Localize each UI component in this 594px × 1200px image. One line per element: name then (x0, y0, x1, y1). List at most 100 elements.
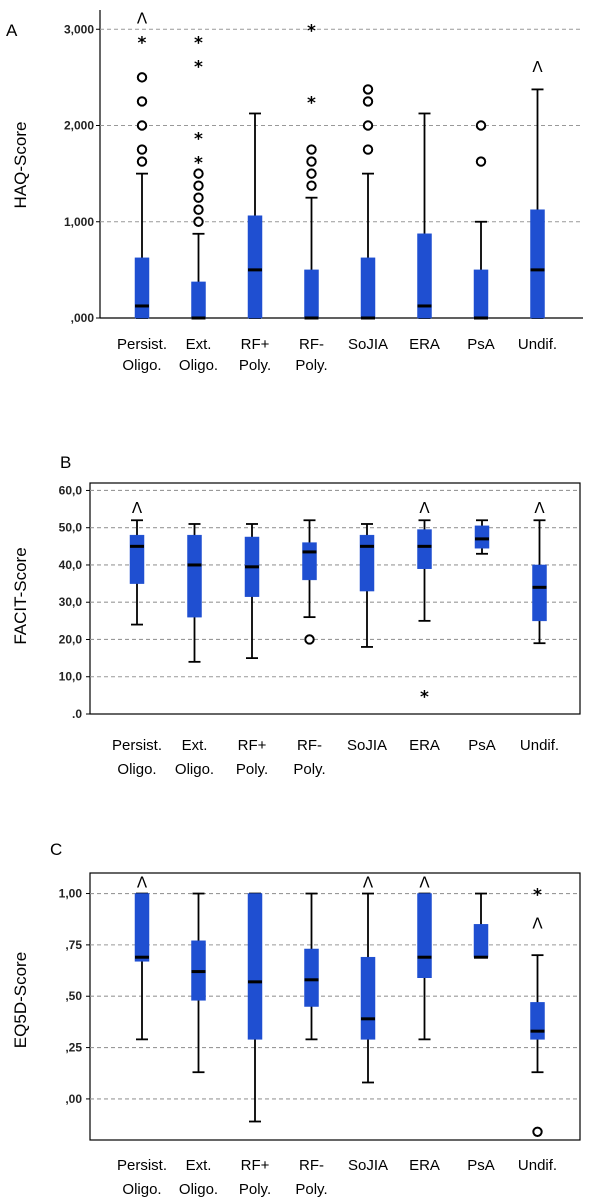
x-category-label: Poly. (293, 761, 325, 778)
extreme-point: * (194, 130, 203, 150)
y-tick-label: 60,0 (59, 483, 83, 497)
x-category-label: Oligo. (175, 761, 214, 778)
box-group (473, 120, 489, 320)
y-tick-label: ,25 (65, 1041, 82, 1055)
x-category-label: RF- (297, 737, 322, 754)
x-category-label: Oligo. (122, 357, 161, 374)
outlier-point (136, 96, 148, 107)
outlier-point (362, 96, 374, 107)
x-category-label: Poly. (239, 1181, 271, 1198)
box-group: *Λ (417, 499, 432, 707)
box-group: *Λ (530, 886, 545, 1137)
x-category-label: RF- (299, 336, 324, 353)
box-iqr (360, 956, 376, 1040)
x-category-label: Undif. (520, 737, 559, 754)
box-group (417, 112, 432, 319)
caret-marker: Λ (137, 873, 148, 891)
outlier-point (193, 180, 204, 191)
x-category-label: Ext. (186, 336, 212, 353)
y-tick-label: .0 (72, 707, 82, 721)
x-category-label: ERA (409, 737, 440, 754)
x-category-label: RF- (299, 1157, 324, 1174)
extreme-point: * (194, 154, 203, 174)
x-category-label: Poly. (295, 357, 327, 374)
x-category-label: PsA (467, 336, 495, 353)
x-category-label: SoJIA (348, 336, 388, 353)
outlier-point (362, 144, 374, 155)
box-iqr (302, 542, 317, 581)
extreme-point: * (307, 21, 316, 41)
y-tick-label: 30,0 (59, 595, 83, 609)
panel-letter: A (6, 21, 18, 40)
y-tick-label: 1,000 (64, 215, 94, 229)
outlier-point (306, 156, 317, 167)
box-iqr (530, 1002, 545, 1040)
chart-panel-facit: B .0 10,0 20,0 30,0 40,0 50,0 60,0 FACIT-Score Pe… (11, 453, 581, 778)
outlier-point (193, 192, 204, 203)
x-category-label: SoJIA (347, 737, 387, 754)
outlier-point (193, 216, 204, 227)
x-category-label: Oligo. (179, 1181, 218, 1198)
outlier-point (136, 120, 148, 131)
y-axis-label: EQ5D-Score (11, 952, 30, 1048)
outlier-point (362, 84, 374, 95)
x-category-label: Poly. (295, 1181, 327, 1198)
caret-marker: Λ (534, 499, 545, 517)
y-tick-label: ,000 (71, 311, 95, 325)
panel-letter: C (50, 840, 62, 859)
box-iqr (247, 215, 263, 319)
plot-frame (89, 872, 581, 1141)
box-iqr (417, 893, 432, 978)
x-category-label: Oligo. (117, 761, 156, 778)
caret-marker: Λ (132, 499, 143, 517)
box-iqr (304, 948, 319, 1007)
box-group: * * * * (191, 33, 206, 320)
y-tick-label: 50,0 (59, 521, 83, 535)
x-category-label: Poly. (236, 761, 268, 778)
x-category-label: RF+ (241, 336, 270, 353)
x-category-label: RF+ (238, 737, 267, 754)
outlier-point (193, 204, 204, 215)
x-category-label: Oligo. (179, 357, 218, 374)
extreme-point: * (307, 93, 316, 113)
extreme-point: * (138, 33, 147, 53)
chart-panel-eq5d: C ,00 ,25 ,50 ,75 1,00 EQ5D-Score Persist. Oligo… (11, 840, 581, 1198)
x-category-label: RF+ (241, 1157, 270, 1174)
x-category-label: Undif. (518, 336, 557, 353)
caret-marker: Λ (419, 499, 430, 517)
box-iqr (532, 564, 547, 622)
box-iqr (473, 269, 489, 319)
y-tick-label: ,50 (65, 989, 82, 1003)
box-iqr (129, 534, 145, 584)
extreme-point: * (194, 33, 203, 53)
panel-letter: B (60, 453, 71, 472)
box-iqr (247, 893, 263, 1040)
x-category-label: ERA (409, 1157, 440, 1174)
extreme-point: * (420, 687, 429, 707)
extreme-point: * (194, 57, 203, 77)
box-group (247, 892, 263, 1123)
box-group (302, 519, 317, 645)
x-category-label: Oligo. (122, 1181, 161, 1198)
box-group: Λ (532, 499, 547, 645)
box-iqr (417, 233, 432, 319)
outlier-point (304, 634, 315, 645)
box-group: *Λ (134, 10, 150, 319)
box-iqr (191, 281, 206, 319)
box-group: Λ (530, 58, 545, 319)
x-category-label: ERA (409, 336, 440, 353)
box-iqr (474, 525, 490, 549)
y-tick-label: ,75 (65, 938, 82, 952)
outlier-point (475, 120, 487, 131)
outlier-point (306, 144, 317, 155)
outlier-point (136, 156, 148, 167)
box-iqr (304, 269, 319, 319)
caret-marker: Λ (137, 10, 148, 28)
y-tick-label: 3,000 (64, 22, 94, 36)
outlier-point (193, 168, 204, 179)
outlier-point (362, 120, 374, 131)
box-group (304, 892, 319, 1041)
caret-marker: Λ (532, 58, 543, 76)
y-tick-label: 1,00 (59, 887, 83, 901)
